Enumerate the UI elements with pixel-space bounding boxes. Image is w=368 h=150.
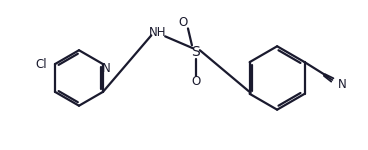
Text: NH: NH [149,26,166,39]
Text: N: N [338,78,347,91]
Text: O: O [178,16,188,29]
Text: N: N [102,61,110,75]
Text: Cl: Cl [35,58,47,71]
Text: S: S [191,45,200,59]
Text: O: O [191,75,201,88]
